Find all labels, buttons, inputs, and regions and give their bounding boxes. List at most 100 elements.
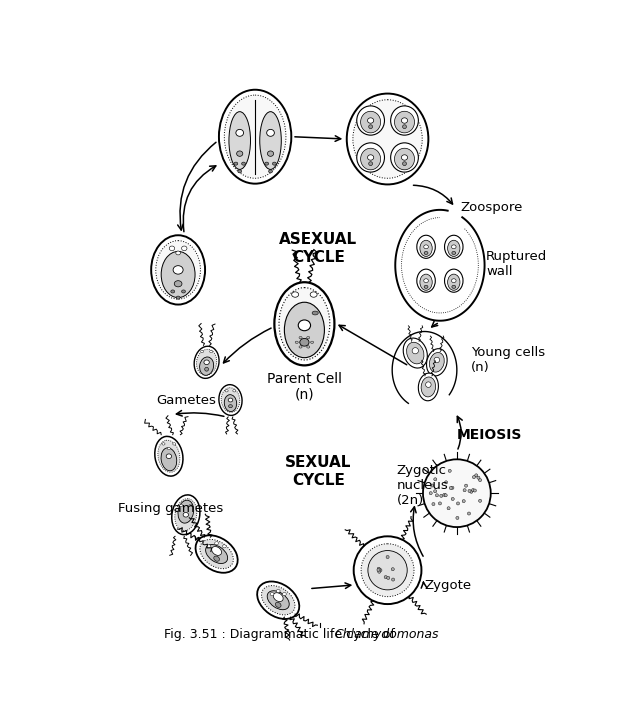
Ellipse shape xyxy=(472,489,475,492)
Text: Chlamydomonas: Chlamydomonas xyxy=(334,628,439,641)
Ellipse shape xyxy=(275,282,334,365)
Ellipse shape xyxy=(477,476,480,479)
Ellipse shape xyxy=(200,539,233,569)
Ellipse shape xyxy=(310,292,317,297)
Ellipse shape xyxy=(200,350,203,352)
Ellipse shape xyxy=(354,536,421,604)
Ellipse shape xyxy=(452,285,456,288)
Ellipse shape xyxy=(452,251,456,254)
Ellipse shape xyxy=(189,505,192,507)
Text: Zoospore: Zoospore xyxy=(461,201,523,214)
Ellipse shape xyxy=(166,454,172,458)
Ellipse shape xyxy=(394,148,414,170)
Ellipse shape xyxy=(291,292,299,297)
Ellipse shape xyxy=(444,494,447,497)
Ellipse shape xyxy=(161,251,195,297)
Ellipse shape xyxy=(391,143,418,172)
Ellipse shape xyxy=(427,349,447,376)
Ellipse shape xyxy=(161,448,177,471)
Text: Parent Cell
(n): Parent Cell (n) xyxy=(267,372,342,401)
Ellipse shape xyxy=(451,487,454,490)
Ellipse shape xyxy=(368,551,407,590)
Ellipse shape xyxy=(418,373,439,401)
Ellipse shape xyxy=(205,367,208,371)
Ellipse shape xyxy=(424,245,428,248)
Ellipse shape xyxy=(407,342,424,364)
Ellipse shape xyxy=(444,269,463,292)
Ellipse shape xyxy=(155,436,183,476)
Ellipse shape xyxy=(391,567,394,571)
Ellipse shape xyxy=(424,285,428,288)
Ellipse shape xyxy=(234,162,238,165)
Ellipse shape xyxy=(224,395,236,412)
Ellipse shape xyxy=(361,148,381,170)
Ellipse shape xyxy=(402,125,406,129)
Ellipse shape xyxy=(456,516,459,519)
Ellipse shape xyxy=(357,106,384,135)
Ellipse shape xyxy=(378,570,381,573)
Ellipse shape xyxy=(173,266,183,274)
Ellipse shape xyxy=(384,575,388,578)
Ellipse shape xyxy=(268,151,273,157)
Ellipse shape xyxy=(479,499,482,503)
Ellipse shape xyxy=(200,357,213,375)
Ellipse shape xyxy=(180,505,183,507)
Ellipse shape xyxy=(257,581,300,619)
Ellipse shape xyxy=(176,251,180,255)
Ellipse shape xyxy=(479,479,482,482)
Ellipse shape xyxy=(449,487,452,490)
Ellipse shape xyxy=(474,489,476,492)
Ellipse shape xyxy=(369,125,373,129)
Ellipse shape xyxy=(236,151,243,157)
Text: Fusing gametes: Fusing gametes xyxy=(118,502,223,515)
Text: Zygote: Zygote xyxy=(424,579,472,592)
Ellipse shape xyxy=(468,490,471,492)
Ellipse shape xyxy=(267,591,290,609)
Ellipse shape xyxy=(207,545,211,548)
Ellipse shape xyxy=(236,129,243,136)
Text: Young cells
(n): Young cells (n) xyxy=(470,346,545,374)
Ellipse shape xyxy=(470,490,473,493)
Ellipse shape xyxy=(379,569,382,572)
Ellipse shape xyxy=(444,235,463,258)
Ellipse shape xyxy=(429,492,432,495)
Ellipse shape xyxy=(229,112,250,170)
Ellipse shape xyxy=(228,404,232,408)
Ellipse shape xyxy=(448,469,451,472)
Ellipse shape xyxy=(447,240,460,256)
Ellipse shape xyxy=(228,398,233,402)
Ellipse shape xyxy=(377,567,380,570)
Ellipse shape xyxy=(436,494,439,497)
Ellipse shape xyxy=(261,586,295,615)
Ellipse shape xyxy=(377,568,380,571)
Ellipse shape xyxy=(387,576,390,580)
Ellipse shape xyxy=(431,484,434,487)
Ellipse shape xyxy=(457,502,459,505)
Ellipse shape xyxy=(402,162,406,165)
Ellipse shape xyxy=(210,350,213,352)
Ellipse shape xyxy=(285,303,324,357)
Ellipse shape xyxy=(429,352,444,372)
Ellipse shape xyxy=(421,377,436,397)
Ellipse shape xyxy=(368,118,374,123)
Ellipse shape xyxy=(462,500,466,503)
Ellipse shape xyxy=(241,162,245,165)
Ellipse shape xyxy=(434,357,439,362)
Ellipse shape xyxy=(467,512,470,515)
Ellipse shape xyxy=(439,502,441,505)
Ellipse shape xyxy=(162,443,165,445)
Ellipse shape xyxy=(300,339,309,346)
Ellipse shape xyxy=(219,385,242,415)
Ellipse shape xyxy=(401,118,407,123)
Ellipse shape xyxy=(219,90,291,183)
Ellipse shape xyxy=(222,545,227,548)
Ellipse shape xyxy=(451,497,454,500)
Ellipse shape xyxy=(475,474,478,477)
Text: Gametes: Gametes xyxy=(157,394,217,407)
Ellipse shape xyxy=(307,346,310,348)
Ellipse shape xyxy=(403,338,427,368)
Ellipse shape xyxy=(260,112,281,170)
Ellipse shape xyxy=(463,489,466,492)
Ellipse shape xyxy=(151,235,205,305)
Ellipse shape xyxy=(391,106,418,135)
